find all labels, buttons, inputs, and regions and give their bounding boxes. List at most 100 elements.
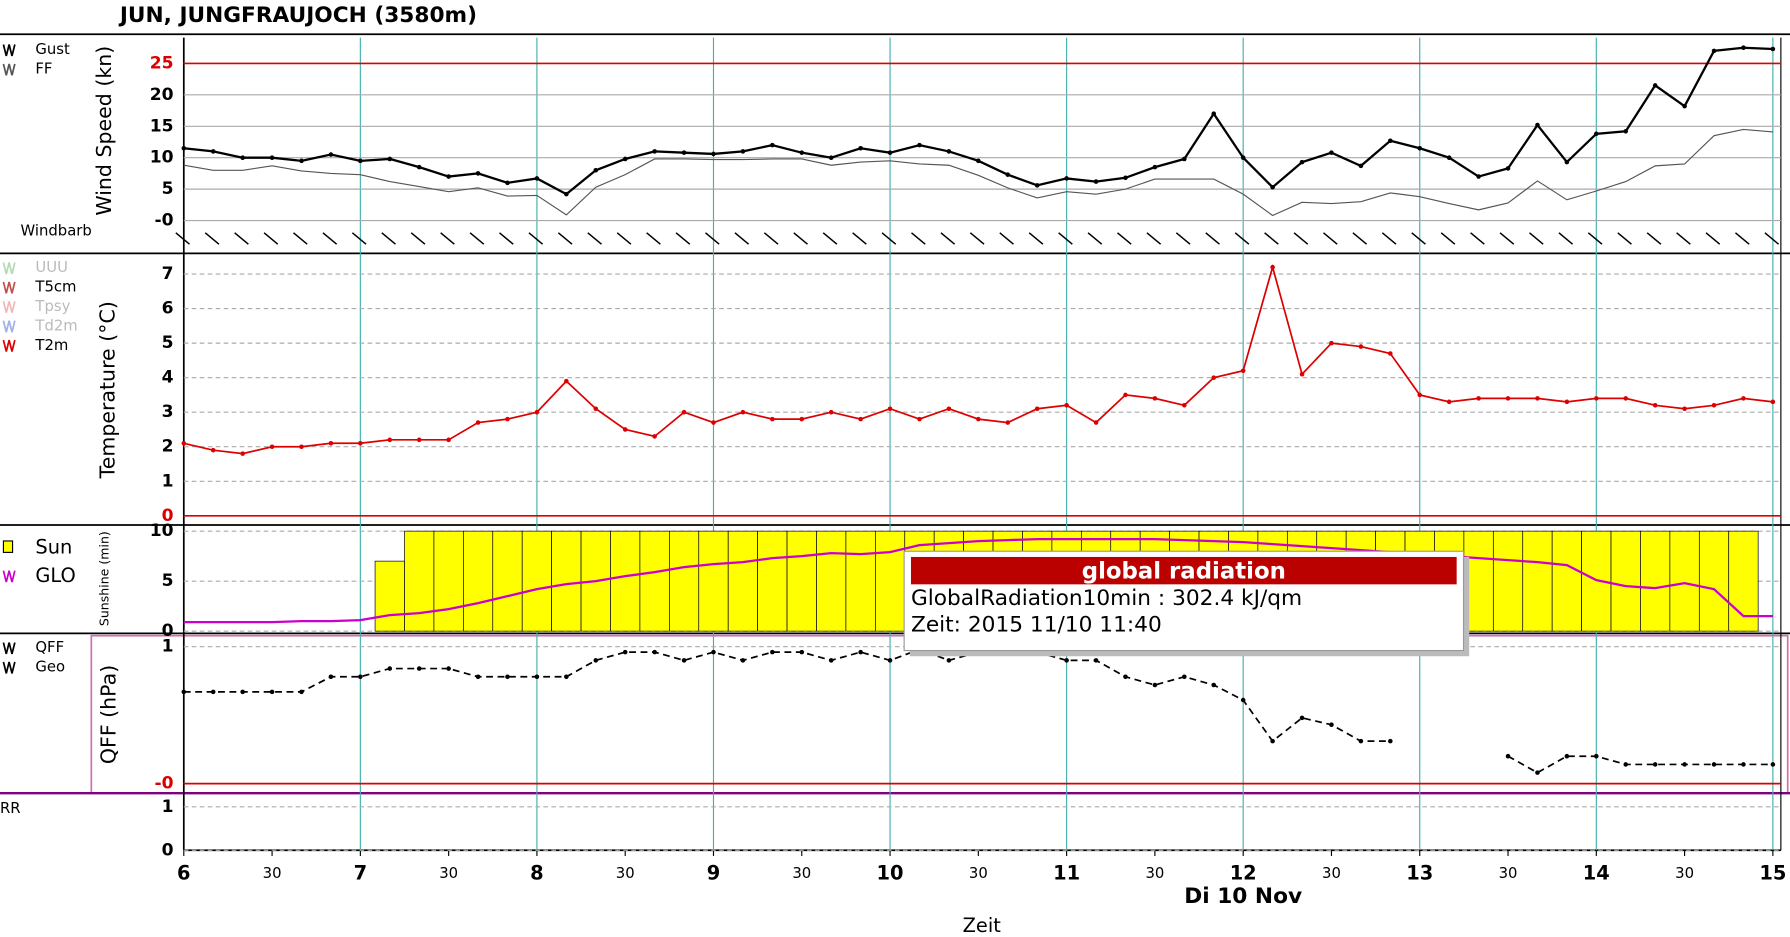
point xyxy=(1240,368,1246,374)
point xyxy=(858,145,863,151)
point xyxy=(946,658,952,663)
windbarb xyxy=(881,232,897,245)
point xyxy=(475,674,481,680)
point xyxy=(1535,396,1540,401)
legend-icon xyxy=(2,642,16,655)
point xyxy=(1123,392,1128,398)
point xyxy=(1505,753,1511,759)
point xyxy=(1682,103,1687,109)
y-tick-label: 1 xyxy=(162,471,174,491)
point xyxy=(1476,174,1481,179)
point xyxy=(1770,762,1776,767)
point xyxy=(1329,150,1334,155)
bar xyxy=(639,530,670,632)
point xyxy=(740,658,746,663)
point xyxy=(1299,159,1305,165)
point xyxy=(181,145,187,151)
windbarb xyxy=(528,232,544,245)
point xyxy=(593,406,599,412)
point xyxy=(505,416,510,422)
point xyxy=(858,649,863,655)
bar xyxy=(1492,530,1524,632)
legend-icon xyxy=(2,661,16,674)
point xyxy=(1594,131,1599,137)
point xyxy=(416,164,422,170)
y-tick-label: 5 xyxy=(162,179,174,199)
x-tick-label: 13 xyxy=(1406,862,1433,885)
point xyxy=(1652,83,1658,88)
legend-icon xyxy=(2,44,16,57)
y-tick-label: 2 xyxy=(162,437,174,457)
windbarb xyxy=(822,232,838,245)
point xyxy=(1652,403,1658,408)
point xyxy=(358,674,363,680)
point xyxy=(1152,164,1158,170)
point xyxy=(1417,392,1423,398)
bar xyxy=(433,530,464,632)
point xyxy=(534,409,540,415)
point xyxy=(1093,179,1099,184)
point xyxy=(1476,396,1481,401)
y-tick-label: 0 xyxy=(162,506,174,526)
point xyxy=(1358,344,1364,349)
y-tick-label: 15 xyxy=(150,116,174,136)
point xyxy=(652,649,657,655)
windbarb xyxy=(1587,232,1603,245)
bar xyxy=(1551,530,1582,632)
bar xyxy=(1610,530,1641,632)
y-tick-label: 0 xyxy=(162,621,174,641)
point xyxy=(1240,697,1246,703)
point xyxy=(799,649,805,655)
bar xyxy=(727,530,758,632)
point xyxy=(1123,674,1128,680)
point xyxy=(711,420,716,425)
point xyxy=(387,666,393,671)
windbarb xyxy=(1617,232,1632,245)
x-tick-label: 6 xyxy=(177,862,191,885)
point xyxy=(505,674,510,680)
legend-icon xyxy=(2,320,16,333)
point xyxy=(681,150,687,155)
legend-label: Geo xyxy=(35,659,65,676)
point xyxy=(1152,682,1158,688)
x-tick-label: 12 xyxy=(1230,862,1257,885)
windbarb xyxy=(852,232,867,245)
windbarb xyxy=(440,232,455,245)
point xyxy=(534,176,540,181)
point xyxy=(1682,406,1687,412)
windbarb xyxy=(1470,232,1485,245)
point xyxy=(564,378,569,384)
point xyxy=(1270,184,1275,190)
x-tick-label: 11 xyxy=(1053,862,1080,885)
point xyxy=(1182,156,1187,162)
legend-label: Td2m xyxy=(34,317,77,334)
point xyxy=(1505,396,1511,401)
x-tick-label: 30 xyxy=(1499,865,1518,882)
windbarb xyxy=(1322,232,1338,245)
y-tick-label: 4 xyxy=(162,368,174,388)
point xyxy=(416,666,422,671)
point xyxy=(1770,399,1776,405)
legend-label: RR xyxy=(0,800,21,817)
legend-icon xyxy=(2,339,16,352)
bar xyxy=(610,530,641,632)
x-tick-label: 7 xyxy=(354,862,368,885)
legend-label: GLO xyxy=(35,564,75,587)
tooltip: global radiation GlobalRadiation10min : … xyxy=(903,550,1470,657)
point xyxy=(1064,658,1069,663)
windbarb xyxy=(1234,232,1250,245)
bar xyxy=(786,530,817,632)
y-axis-label: QFF (hPa) xyxy=(97,665,121,764)
point xyxy=(1564,399,1570,405)
point xyxy=(1182,674,1187,680)
date-label: Di 10 Nov xyxy=(1184,884,1302,909)
point xyxy=(1093,658,1099,663)
point xyxy=(622,649,628,655)
tooltip-line: GlobalRadiation10min : 302.4 kJ/qm xyxy=(911,586,1302,611)
point xyxy=(946,149,952,154)
bar xyxy=(492,530,523,632)
bar xyxy=(845,530,876,632)
point xyxy=(240,155,245,160)
